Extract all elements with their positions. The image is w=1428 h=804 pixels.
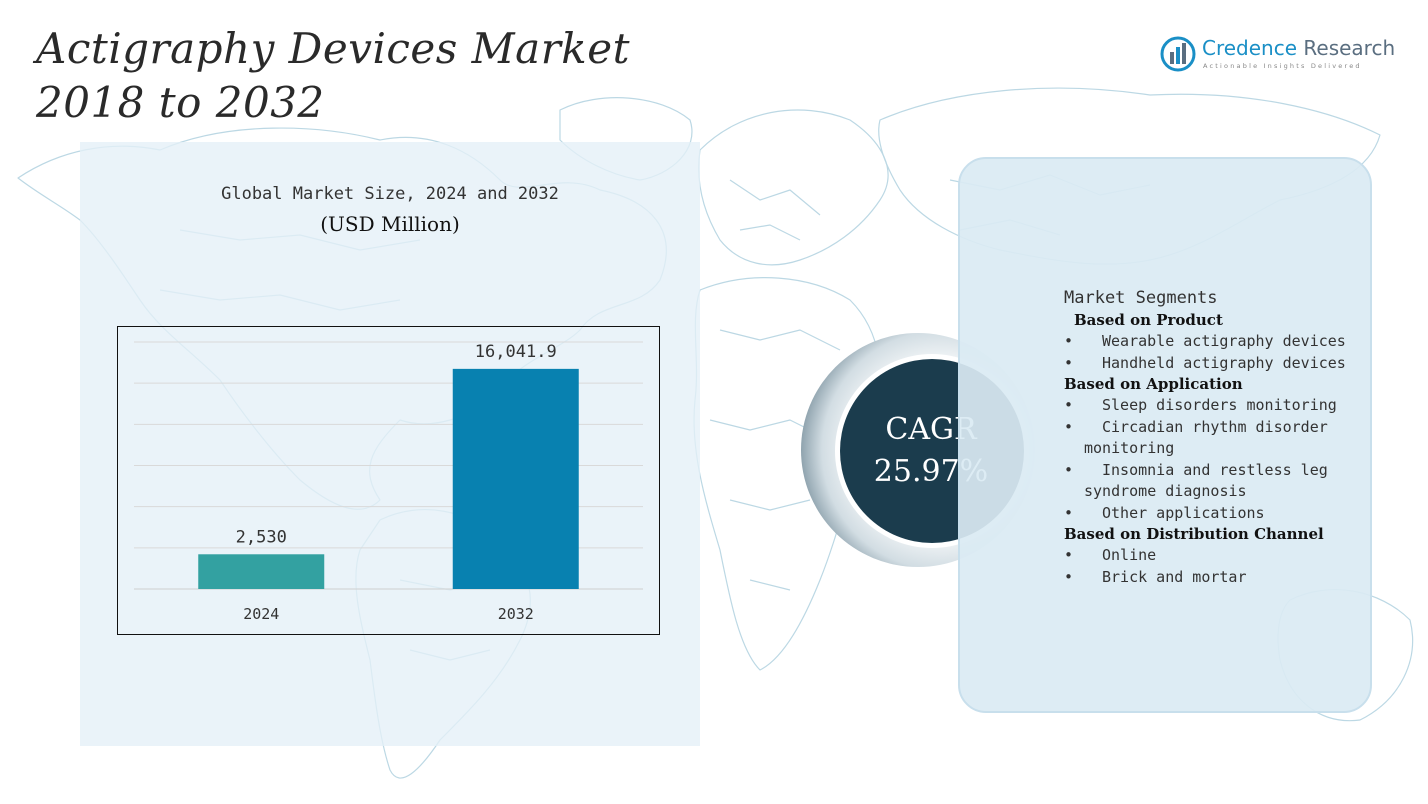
- segment-item: • Brick and mortar: [1064, 567, 1364, 589]
- x-tick-label: 2032: [498, 605, 534, 623]
- data-label: 2,530: [236, 527, 287, 547]
- segment-heading: Based on Distribution Channel: [1064, 525, 1324, 543]
- segment-groups: Based on Product • Wearable actigraphy dev…: [1064, 310, 1364, 588]
- bullet-icon: •: [1064, 396, 1074, 414]
- brand-tagline: Actionable Insights Delivered: [1203, 62, 1362, 70]
- brand-name-accent: Credence: [1202, 36, 1298, 60]
- segment-item: • Circadian rhythm disorder monitoring: [1064, 417, 1364, 460]
- segment-heading: Based on Application: [1064, 375, 1243, 393]
- bullet-icon: •: [1064, 417, 1074, 436]
- brand-name-rest: Research: [1297, 36, 1396, 60]
- page-title: Actigraphy Devices Market 2018 to 2032: [36, 22, 630, 130]
- segment-item-text: Circadian rhythm disorder monitoring: [1084, 417, 1328, 458]
- segment-item-text: Sleep disorders monitoring: [1102, 396, 1337, 414]
- bullet-icon: •: [1064, 567, 1074, 586]
- segment-item: • Sleep disorders monitoring: [1064, 395, 1364, 417]
- segment-item-text: Handheld actigraphy devices: [1102, 353, 1346, 372]
- chart-title: Global Market Size, 2024 and 2032: [221, 184, 559, 204]
- map-europe: [698, 109, 889, 266]
- market-segments: Market Segments Based on Product • Wearabl…: [1064, 286, 1364, 588]
- data-label: 16,041.9: [475, 342, 557, 362]
- segment-item-text: Insomnia and restless leg syndrome diagn…: [1084, 460, 1328, 501]
- brand-name: Credence Research: [1202, 36, 1395, 60]
- bullet-icon: •: [1064, 460, 1074, 479]
- segment-item: • Other applications: [1064, 503, 1364, 525]
- x-tick-label: 2024: [243, 605, 279, 623]
- segment-item: • Wearable actigraphy devices: [1064, 331, 1364, 353]
- bullet-icon: •: [1064, 353, 1074, 372]
- bar-2024: [198, 554, 325, 589]
- segment-item-text: Other applications: [1102, 503, 1265, 522]
- title-line-1: Actigraphy Devices Market: [36, 24, 630, 73]
- bullet-icon: •: [1064, 332, 1074, 350]
- brand-logo: Credence Research Actionable Insights De…: [1160, 34, 1400, 78]
- segment-item-text: Wearable actigraphy devices: [1102, 332, 1346, 350]
- title-line-2: 2018 to 2032: [36, 78, 325, 127]
- bullet-icon: •: [1064, 546, 1074, 564]
- segment-heading: Based on Product: [1074, 311, 1223, 329]
- segments-panel: [958, 157, 1372, 713]
- bullet-icon: •: [1064, 503, 1074, 522]
- market-size-bar-chart: 2,530 2024 16,041.9 2032: [117, 326, 660, 635]
- segment-item-text: Brick and mortar: [1102, 567, 1247, 586]
- chart-subtitle: (USD Million): [320, 212, 460, 236]
- segment-item-text: Online: [1102, 546, 1157, 564]
- bar-2032: [452, 368, 579, 589]
- segment-item: • Online: [1064, 545, 1364, 567]
- segment-item: • Handheld actigraphy devices: [1064, 353, 1364, 375]
- logo-icon: [1160, 36, 1196, 72]
- market-size-panel: [80, 142, 700, 746]
- chart-frame: [117, 326, 660, 635]
- segments-title: Market Segments: [1064, 288, 1218, 308]
- segment-item: • Insomnia and restless leg syndrome diag…: [1064, 460, 1364, 503]
